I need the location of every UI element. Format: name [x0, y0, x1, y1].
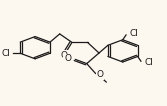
Text: Cl: Cl	[130, 29, 138, 38]
Text: O: O	[97, 70, 104, 79]
Text: O: O	[60, 51, 67, 60]
Text: O: O	[64, 54, 71, 63]
Text: Cl: Cl	[2, 49, 10, 58]
Text: Cl: Cl	[145, 58, 153, 67]
